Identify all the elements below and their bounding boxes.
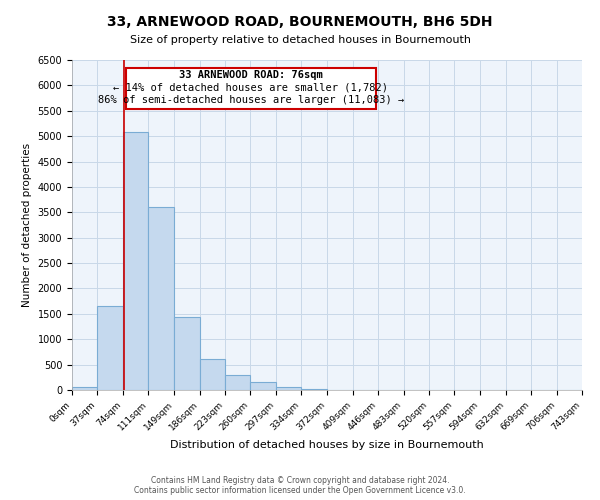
Bar (148, 207, 174, 390)
Bar (72, 387, 97, 390)
Y-axis label: Number of detached properties: Number of detached properties (22, 143, 32, 307)
Bar (225, 375, 250, 390)
Text: 86% of semi-detached houses are larger (11,083) →: 86% of semi-detached houses are larger (… (98, 95, 404, 105)
X-axis label: Distribution of detached houses by size in Bournemouth: Distribution of detached houses by size … (170, 440, 484, 450)
Text: ← 14% of detached houses are smaller (1,782): ← 14% of detached houses are smaller (1,… (113, 82, 388, 92)
Bar (123, 132, 148, 390)
Bar (97, 306, 123, 390)
Text: 33 ARNEWOOD ROAD: 76sqm: 33 ARNEWOOD ROAD: 76sqm (179, 70, 323, 80)
Text: 33, ARNEWOOD ROAD, BOURNEMOUTH, BH6 5DH: 33, ARNEWOOD ROAD, BOURNEMOUTH, BH6 5DH (107, 15, 493, 29)
Text: Size of property relative to detached houses in Bournemouth: Size of property relative to detached ho… (130, 35, 470, 45)
Text: Contains HM Land Registry data © Crown copyright and database right 2024.
Contai: Contains HM Land Registry data © Crown c… (134, 476, 466, 495)
FancyBboxPatch shape (125, 68, 376, 109)
Bar (200, 359, 225, 390)
Bar (174, 318, 200, 390)
Bar (276, 387, 301, 390)
Bar (250, 382, 276, 390)
